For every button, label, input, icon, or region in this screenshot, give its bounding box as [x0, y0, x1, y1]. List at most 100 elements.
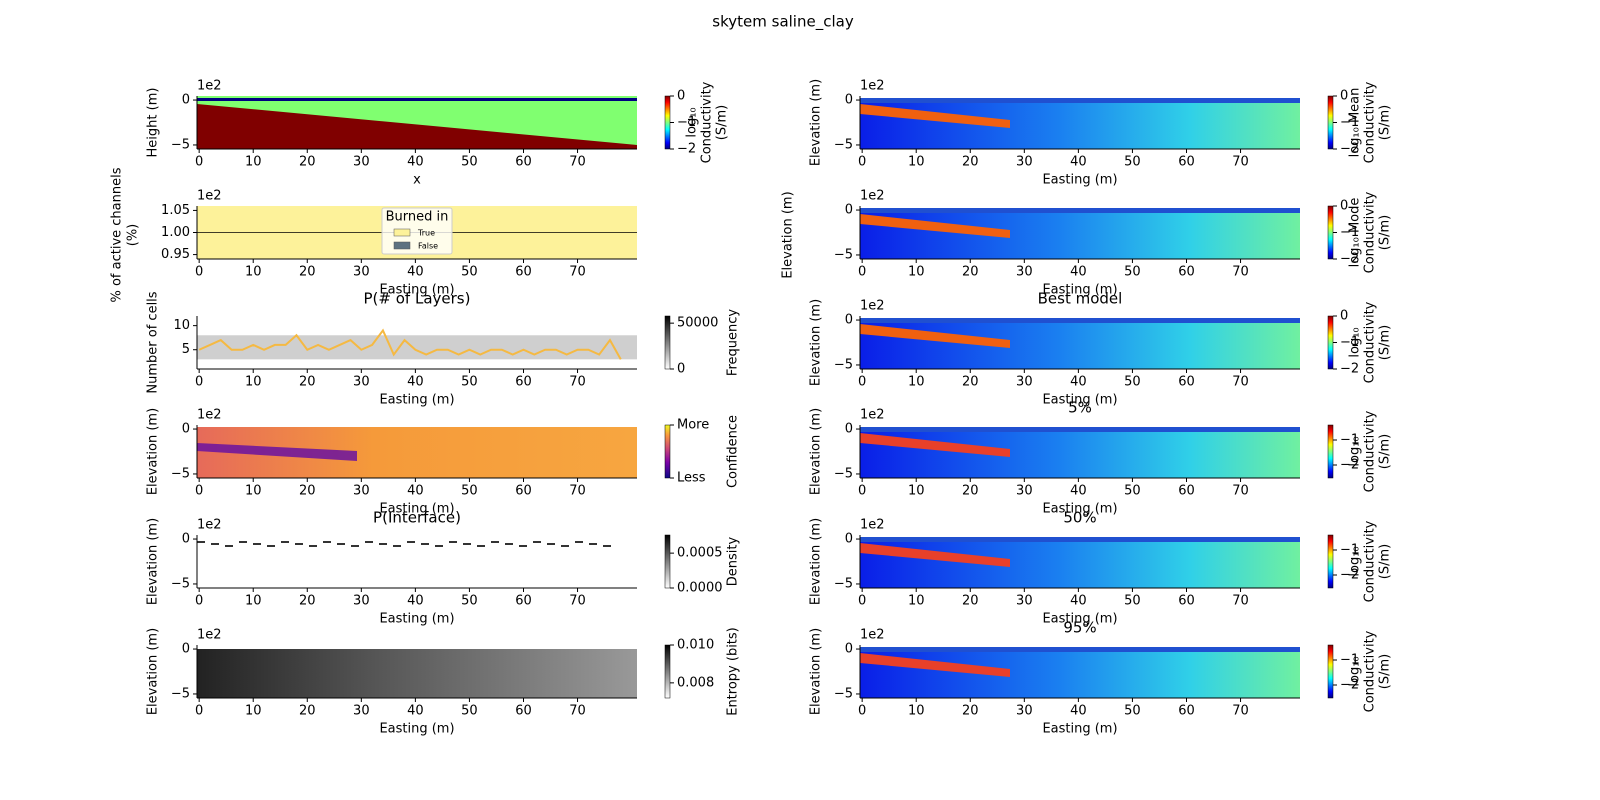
- panel: 0 10 20 30 40 50 60 70 0.95 1.00 1.05 1e2 Easting (m…: [110, 167, 637, 303]
- x-tick-label: 10: [245, 265, 262, 280]
- colorbar-label: log₁₀: [1348, 436, 1363, 466]
- x-tick-label: 70: [569, 375, 586, 390]
- image: [477, 545, 485, 547]
- colorbar-label: log₁₀ Mode: [1348, 198, 1363, 268]
- colorbar: [664, 424, 671, 479]
- panel-title: P(# of Layers): [364, 290, 471, 308]
- x-tick-label: 60: [515, 594, 532, 609]
- panel-title: 95%: [1063, 619, 1096, 637]
- x-tick-label: 50: [1124, 375, 1141, 390]
- colorbar-tick-label: More: [677, 418, 709, 433]
- image: [860, 324, 1010, 348]
- x-axis-label: Easting (m): [1042, 393, 1117, 408]
- image: [860, 433, 1010, 457]
- panel: 0 10 20 30 40 50 60 70 0 −5 1e2 Easting (m) Elevatio…: [809, 619, 1393, 737]
- colorbar: [1327, 534, 1334, 589]
- x-tick-label: 70: [1232, 375, 1249, 390]
- colorbar-label: log₁₀: [1348, 327, 1363, 357]
- figure-title: skytem saline_clay: [712, 13, 854, 32]
- x-tick-label: 10: [908, 484, 925, 499]
- x-tick-label: 50: [1124, 155, 1141, 170]
- x-tick-label: 50: [461, 155, 478, 170]
- x-tick-label: 40: [1070, 594, 1087, 609]
- x-tick-label: 0: [858, 594, 866, 609]
- x-tick-label: 70: [569, 594, 586, 609]
- colorbar-tick-label: −1: [1340, 653, 1359, 668]
- y-axis-label: Elevation (m): [809, 518, 824, 605]
- panel-title: 5%: [1068, 399, 1092, 417]
- x-tick-label: 40: [1070, 265, 1087, 280]
- y-tick-label: 0: [845, 642, 853, 657]
- y-tick-label: −5: [834, 576, 853, 591]
- image: [393, 545, 401, 547]
- y-axis-label: Elevation (m): [781, 191, 796, 278]
- colorbar: [664, 644, 671, 699]
- colorbar-label: Conductivity: [1363, 81, 1378, 163]
- x-tick-label: 60: [515, 484, 532, 499]
- panel: 0 10 20 30 40 50 60 70 0 −5 1e2 Easting (m) Elevatio…: [146, 627, 741, 736]
- panel: 0 10 20 30 40 50 60 70 5 10 Easting (m) Number of c…: [146, 290, 741, 408]
- y-tick-label: 0: [845, 313, 853, 328]
- panel-title: P(Interface): [373, 509, 461, 527]
- image: [860, 649, 1300, 698]
- panel: 0 10 20 30 40 50 60 70 0 −5 1e2 Easting (m) Elevatio…: [809, 399, 1393, 517]
- panel: 0 10 20 30 40 50 60 70 0 −5 1e2 Easting (m) Elevatio…: [146, 408, 741, 517]
- x-tick-label: 10: [908, 594, 925, 609]
- colorbar-label: Conductivity: [1363, 520, 1378, 602]
- image: [860, 214, 1010, 238]
- x-tick-label: 60: [1178, 155, 1195, 170]
- image: [421, 543, 429, 545]
- image: [435, 545, 443, 547]
- x-tick-label: 50: [1124, 594, 1141, 609]
- colorbar-label: Frequency: [726, 309, 741, 376]
- y-tick-label: −5: [171, 137, 190, 152]
- x-tick-label: 0: [858, 484, 866, 499]
- image: [225, 545, 233, 547]
- x-axis-label: Easting (m): [379, 502, 454, 517]
- x-tick-label: 10: [908, 265, 925, 280]
- x-tick-label: 30: [353, 265, 370, 280]
- x-tick-label: 30: [1016, 484, 1033, 499]
- x-tick-label: 20: [962, 484, 979, 499]
- x-tick-label: 0: [195, 155, 203, 170]
- colorbar-tick-label: 0: [677, 362, 685, 377]
- x-tick-label: 30: [353, 594, 370, 609]
- colorbar-tick-label: 50000: [677, 316, 718, 331]
- colorbar-tick-label: −1: [1340, 543, 1359, 558]
- x-tick-label: 40: [407, 375, 424, 390]
- x-tick-label: 40: [1070, 375, 1087, 390]
- image: [379, 543, 387, 545]
- y-tick-label: 1.00: [161, 225, 190, 240]
- x-tick-label: 60: [1178, 484, 1195, 499]
- panel-title: 50%: [1063, 509, 1096, 527]
- colorbar-label: Conductivity: [1363, 191, 1378, 273]
- x-tick-label: 0: [195, 265, 203, 280]
- legend-swatch: [393, 241, 411, 250]
- colorbar: [1327, 95, 1334, 150]
- x-axis-label: x: [413, 173, 421, 188]
- x-tick-label: 50: [461, 375, 478, 390]
- image: [281, 541, 289, 543]
- x-tick-label: 60: [1178, 704, 1195, 719]
- y-axis-label: Elevation (m): [809, 408, 824, 495]
- x-tick-label: 20: [299, 265, 316, 280]
- offset-text: 1e2: [860, 299, 885, 314]
- y-axis-label: Elevation (m): [146, 408, 161, 495]
- image: [211, 543, 219, 545]
- x-tick-label: 30: [353, 704, 370, 719]
- x-tick-label: 0: [195, 704, 203, 719]
- colorbar-label: (S/m): [1378, 654, 1393, 689]
- panel: 0 10 20 30 40 50 60 70 0 −5 1e2 Easting (m) Elevatio…: [809, 509, 1393, 627]
- colorbar-tick-label: −1: [1340, 115, 1359, 130]
- y-axis-label: Elevation (m): [809, 299, 824, 386]
- image: [860, 653, 1010, 677]
- image: [449, 541, 457, 543]
- colorbar-tick-label: 0.008: [677, 675, 714, 690]
- colorbar-label: Conductivity: [1363, 630, 1378, 712]
- image: [519, 545, 527, 547]
- image: [860, 208, 1300, 213]
- image: [309, 545, 317, 547]
- image: [589, 543, 597, 545]
